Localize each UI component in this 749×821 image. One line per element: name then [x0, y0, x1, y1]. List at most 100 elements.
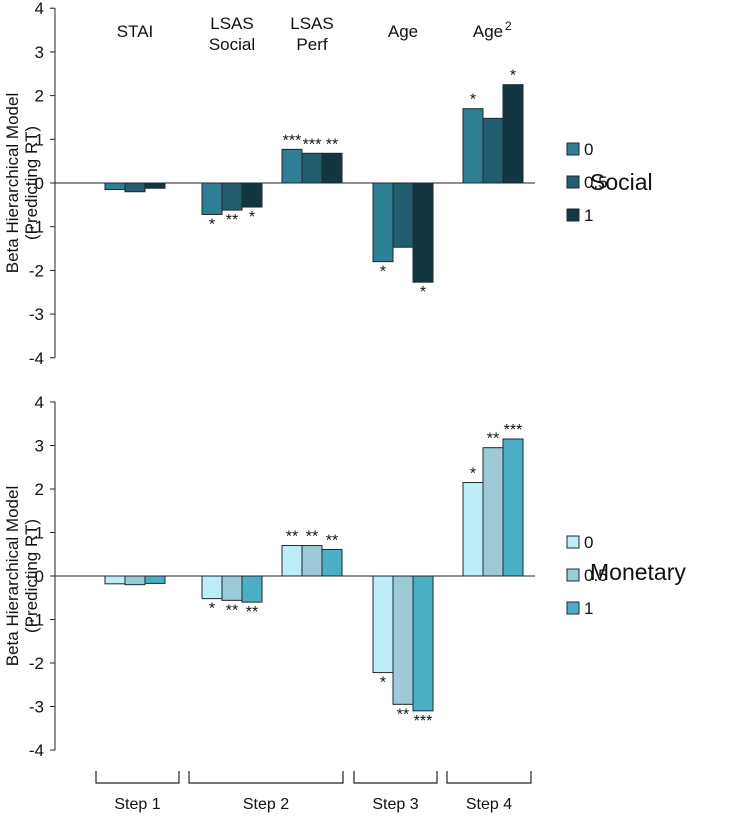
y-tick-label: 1	[35, 130, 44, 149]
bar	[392, 182, 414, 248]
bar	[201, 182, 223, 215]
bar	[482, 117, 504, 184]
y-axis-label: Beta Hierarchical Model(Predicting RT)	[3, 486, 41, 666]
legend-label: 0	[584, 533, 593, 552]
panel-title: Monetary	[590, 559, 686, 585]
category-label: Age	[388, 22, 418, 41]
y-tick-label: 4	[35, 393, 44, 412]
monetary-chart: -4 -3 -2 -1 0 1 2 3 4 Beta Hierarchical Model(Pre…	[3, 393, 686, 760]
category-label: Social	[209, 35, 255, 54]
significance-mark: ***	[303, 136, 322, 153]
significance-mark: *	[510, 68, 516, 85]
significance-mark: *	[249, 209, 255, 226]
significance-mark: ***	[283, 132, 302, 149]
step-label: Step 3	[372, 796, 418, 813]
bar	[321, 152, 343, 184]
bar	[241, 575, 263, 603]
category-label: STAI	[117, 22, 154, 41]
category-label: LSAS	[210, 14, 253, 33]
significance-mark: **	[226, 212, 238, 229]
legend-label: 1	[584, 599, 593, 618]
significance-mark: ***	[504, 422, 523, 439]
y-tick-label: 4	[35, 0, 44, 18]
bar	[241, 182, 263, 208]
step-bracket	[353, 771, 438, 784]
y-tick-label: -1	[29, 611, 44, 630]
bar	[144, 575, 166, 584]
y-tick-label: 3	[35, 437, 44, 456]
category-label: LSAS	[290, 14, 333, 33]
bar	[124, 182, 146, 193]
y-tick-label: -2	[29, 654, 44, 673]
bar	[144, 182, 166, 189]
step-label: Step 2	[243, 796, 289, 813]
bar	[392, 575, 414, 705]
bar	[301, 152, 323, 184]
step-brackets: Step 1 Step 2 Step 3 Step 4	[95, 771, 532, 813]
significance-mark: *	[470, 92, 476, 109]
step-bracket	[446, 771, 532, 784]
legend-swatch	[566, 142, 580, 156]
bar	[502, 438, 524, 577]
significance-mark: **	[326, 136, 338, 153]
significance-mark: **	[246, 604, 258, 621]
legend-swatch	[566, 601, 580, 615]
significance-mark: *	[380, 264, 386, 281]
y-tick-label: 0	[35, 174, 44, 193]
y-tick-label: -4	[29, 741, 44, 760]
y-tick-label: 3	[35, 43, 44, 62]
y-tick-label: 2	[35, 87, 44, 106]
legend-swatch	[566, 568, 580, 582]
bar	[221, 182, 243, 211]
bar	[104, 575, 126, 585]
y-tick-label: 2	[35, 480, 44, 499]
bar	[372, 575, 394, 674]
panel-title: Social	[590, 169, 653, 195]
y-tick-label: -3	[29, 305, 44, 324]
bar	[301, 545, 323, 577]
bar	[221, 575, 243, 601]
significance-mark: *	[470, 465, 476, 482]
significance-mark: **	[487, 431, 499, 448]
bar	[124, 575, 146, 586]
bar	[281, 545, 303, 577]
significance-mark: **	[226, 602, 238, 619]
category-superscript: 2	[505, 19, 512, 33]
y-axis-label-line: (Predicting RT)	[22, 126, 41, 240]
legend-swatch	[566, 208, 580, 222]
significance-mark: ***	[414, 713, 433, 730]
y-axis-label-line: Beta Hierarchical Model	[3, 93, 22, 273]
bar	[321, 548, 343, 577]
bar	[502, 84, 524, 184]
legend-label: 0.5	[584, 566, 608, 585]
bar	[372, 182, 394, 263]
bar	[281, 148, 303, 184]
y-axis-label-line: Beta Hierarchical Model	[3, 486, 22, 666]
bar	[201, 575, 223, 600]
y-tick-label: -1	[29, 218, 44, 237]
y-tick-label: 1	[35, 524, 44, 543]
legend-swatch	[566, 175, 580, 189]
y-axis-label: Beta Hierarchical Model(Predicting RT)	[3, 93, 41, 273]
significance-mark: **	[306, 529, 318, 546]
significance-mark: **	[397, 706, 409, 723]
bar	[104, 182, 126, 191]
step-bracket	[188, 771, 344, 784]
bar	[482, 447, 504, 577]
bar	[412, 575, 434, 712]
legend-label: 0	[584, 140, 593, 159]
step-label: Step 4	[466, 796, 512, 813]
bar	[462, 481, 484, 577]
bar	[412, 182, 434, 283]
significance-mark: *	[420, 284, 426, 301]
y-tick-label: -3	[29, 698, 44, 717]
y-tick-label: -4	[29, 349, 44, 368]
category-label: Age	[473, 22, 503, 41]
significance-mark: **	[286, 529, 298, 546]
significance-mark: **	[326, 532, 338, 549]
significance-mark: *	[209, 601, 215, 618]
legend-label: 0.5	[584, 173, 608, 192]
y-tick-label: 0	[35, 567, 44, 586]
legend-swatch	[566, 535, 580, 549]
